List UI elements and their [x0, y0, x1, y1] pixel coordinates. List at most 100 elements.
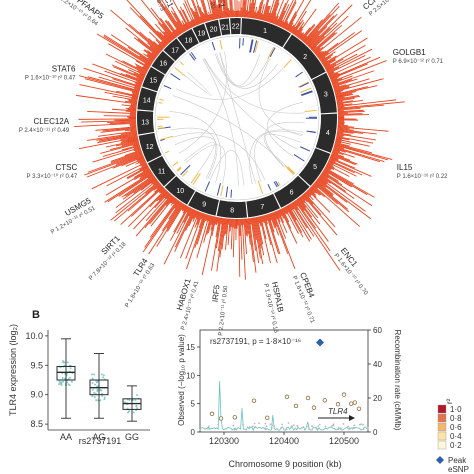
manhattan-bar: [154, 192, 170, 209]
locus-background-point: [287, 422, 290, 424]
manhattan-bar: [128, 69, 145, 78]
legend-peak-label: Peak: [448, 456, 467, 465]
boxplot-point: [132, 411, 135, 414]
manhattan-bar: [182, 205, 188, 214]
manhattan-bar: [271, 212, 289, 255]
locus-background-point: [269, 423, 272, 426]
manhattan-bar: [337, 125, 355, 128]
manhattan-bar: [265, 214, 268, 222]
manhattan-bar: [79, 84, 139, 98]
manhattan-bar: [203, 13, 208, 22]
manhattan-bar: [329, 72, 339, 78]
manhattan-bar: [160, 17, 176, 39]
interaction-link: [172, 95, 286, 166]
inner-mark: [269, 47, 276, 58]
manhattan-bar: [326, 48, 373, 73]
chromosome-segment: [315, 113, 337, 153]
interaction-link: [214, 53, 270, 88]
legend-swatch: [437, 422, 447, 432]
inner-mark: [190, 172, 199, 184]
manhattan-bar: [300, 196, 319, 219]
inner-mark: [257, 180, 264, 194]
manhattan-bar: [104, 91, 138, 100]
interaction-link: [185, 144, 226, 185]
locus-background-point: [199, 428, 202, 431]
manhattan-bar: [293, 19, 304, 35]
manhattan-bar: [322, 171, 339, 182]
manhattan-bar: [320, 51, 336, 62]
chromosome-segment: [219, 18, 231, 36]
manhattan-bar: [129, 7, 168, 46]
inner-mark: [283, 59, 292, 68]
manhattan-bar: [331, 75, 353, 84]
manhattan-bar: [121, 104, 137, 108]
manhattan-bar: [161, 23, 175, 40]
inner-mark: [176, 166, 182, 172]
chromosome-label: 7: [260, 204, 264, 211]
manhattan-bar: [220, 217, 223, 225]
chromosome-segment: [177, 28, 199, 51]
manhattan-bar: [144, 63, 151, 68]
locus-xtick-label: 120400: [269, 436, 299, 446]
inner-mark: [174, 67, 186, 77]
manhattan-bar: [288, 204, 293, 211]
manhattan-bar: [183, 205, 187, 212]
locus-background-point: [347, 425, 350, 428]
boxplot-ytick-label: 8.5: [30, 419, 43, 429]
manhattan-bar: [213, 0, 219, 19]
manhattan-bar: [278, 4, 290, 27]
manhattan-bar: [160, 188, 166, 194]
manhattan-bar: [293, 29, 298, 36]
manhattan-bar: [110, 121, 137, 124]
interaction-link: [203, 58, 298, 150]
interaction-link: [263, 134, 301, 168]
manhattan-bar: [221, 218, 227, 250]
gene-stat: P 3.3×10⁻¹⁰ r² 0.47: [27, 173, 78, 180]
locus-background-point: [254, 426, 257, 428]
manhattan-bar: [332, 78, 358, 88]
manhattan-bar: [334, 143, 393, 161]
manhattan-bar: [134, 86, 141, 89]
interaction-link: [174, 136, 218, 180]
inner-mark: [284, 165, 295, 175]
manhattan-bar: [311, 46, 317, 51]
manhattan-bar: [125, 73, 144, 82]
manhattan-bar: [319, 175, 331, 184]
manhattan-bar: [260, 13, 264, 21]
manhattan-bar: [130, 103, 137, 106]
manhattan-bar: [198, 213, 205, 228]
manhattan-bar: [299, 196, 305, 204]
manhattan-bar: [280, 208, 298, 244]
manhattan-bar: [139, 55, 153, 65]
manhattan-bar: [230, 0, 233, 18]
manhattan-bar: [139, 171, 152, 180]
manhattan-bar: [156, 0, 181, 35]
manhattan-bar: [332, 151, 339, 155]
manhattan-bar: [329, 158, 336, 163]
chromosome-label: 3: [324, 92, 328, 99]
manhattan-bar: [192, 210, 198, 220]
manhattan-bar: [298, 197, 321, 225]
manhattan-bar: [293, 201, 341, 271]
chromosome-label: 9: [202, 201, 206, 208]
chromosome-label: 14: [143, 97, 151, 104]
manhattan-bar: [264, 214, 268, 225]
manhattan-bar: [135, 194, 172, 237]
manhattan-bar: [334, 91, 342, 95]
manhattan-bar: [126, 0, 169, 45]
locus-title: rs2737191, p = 1·8×10⁻¹⁶: [210, 337, 301, 346]
manhattan-bar: [133, 72, 145, 79]
chromosome-label: 17: [171, 47, 179, 54]
inner-mark: [300, 90, 313, 96]
manhattan-bar: [207, 215, 214, 233]
locus-y2tick-label: 0: [373, 428, 378, 437]
manhattan-bar: [136, 80, 143, 84]
inner-mark: [253, 40, 258, 53]
boxplot-point: [95, 385, 98, 388]
manhattan-bar: [245, 218, 248, 237]
chromosome-segment: [164, 176, 196, 205]
